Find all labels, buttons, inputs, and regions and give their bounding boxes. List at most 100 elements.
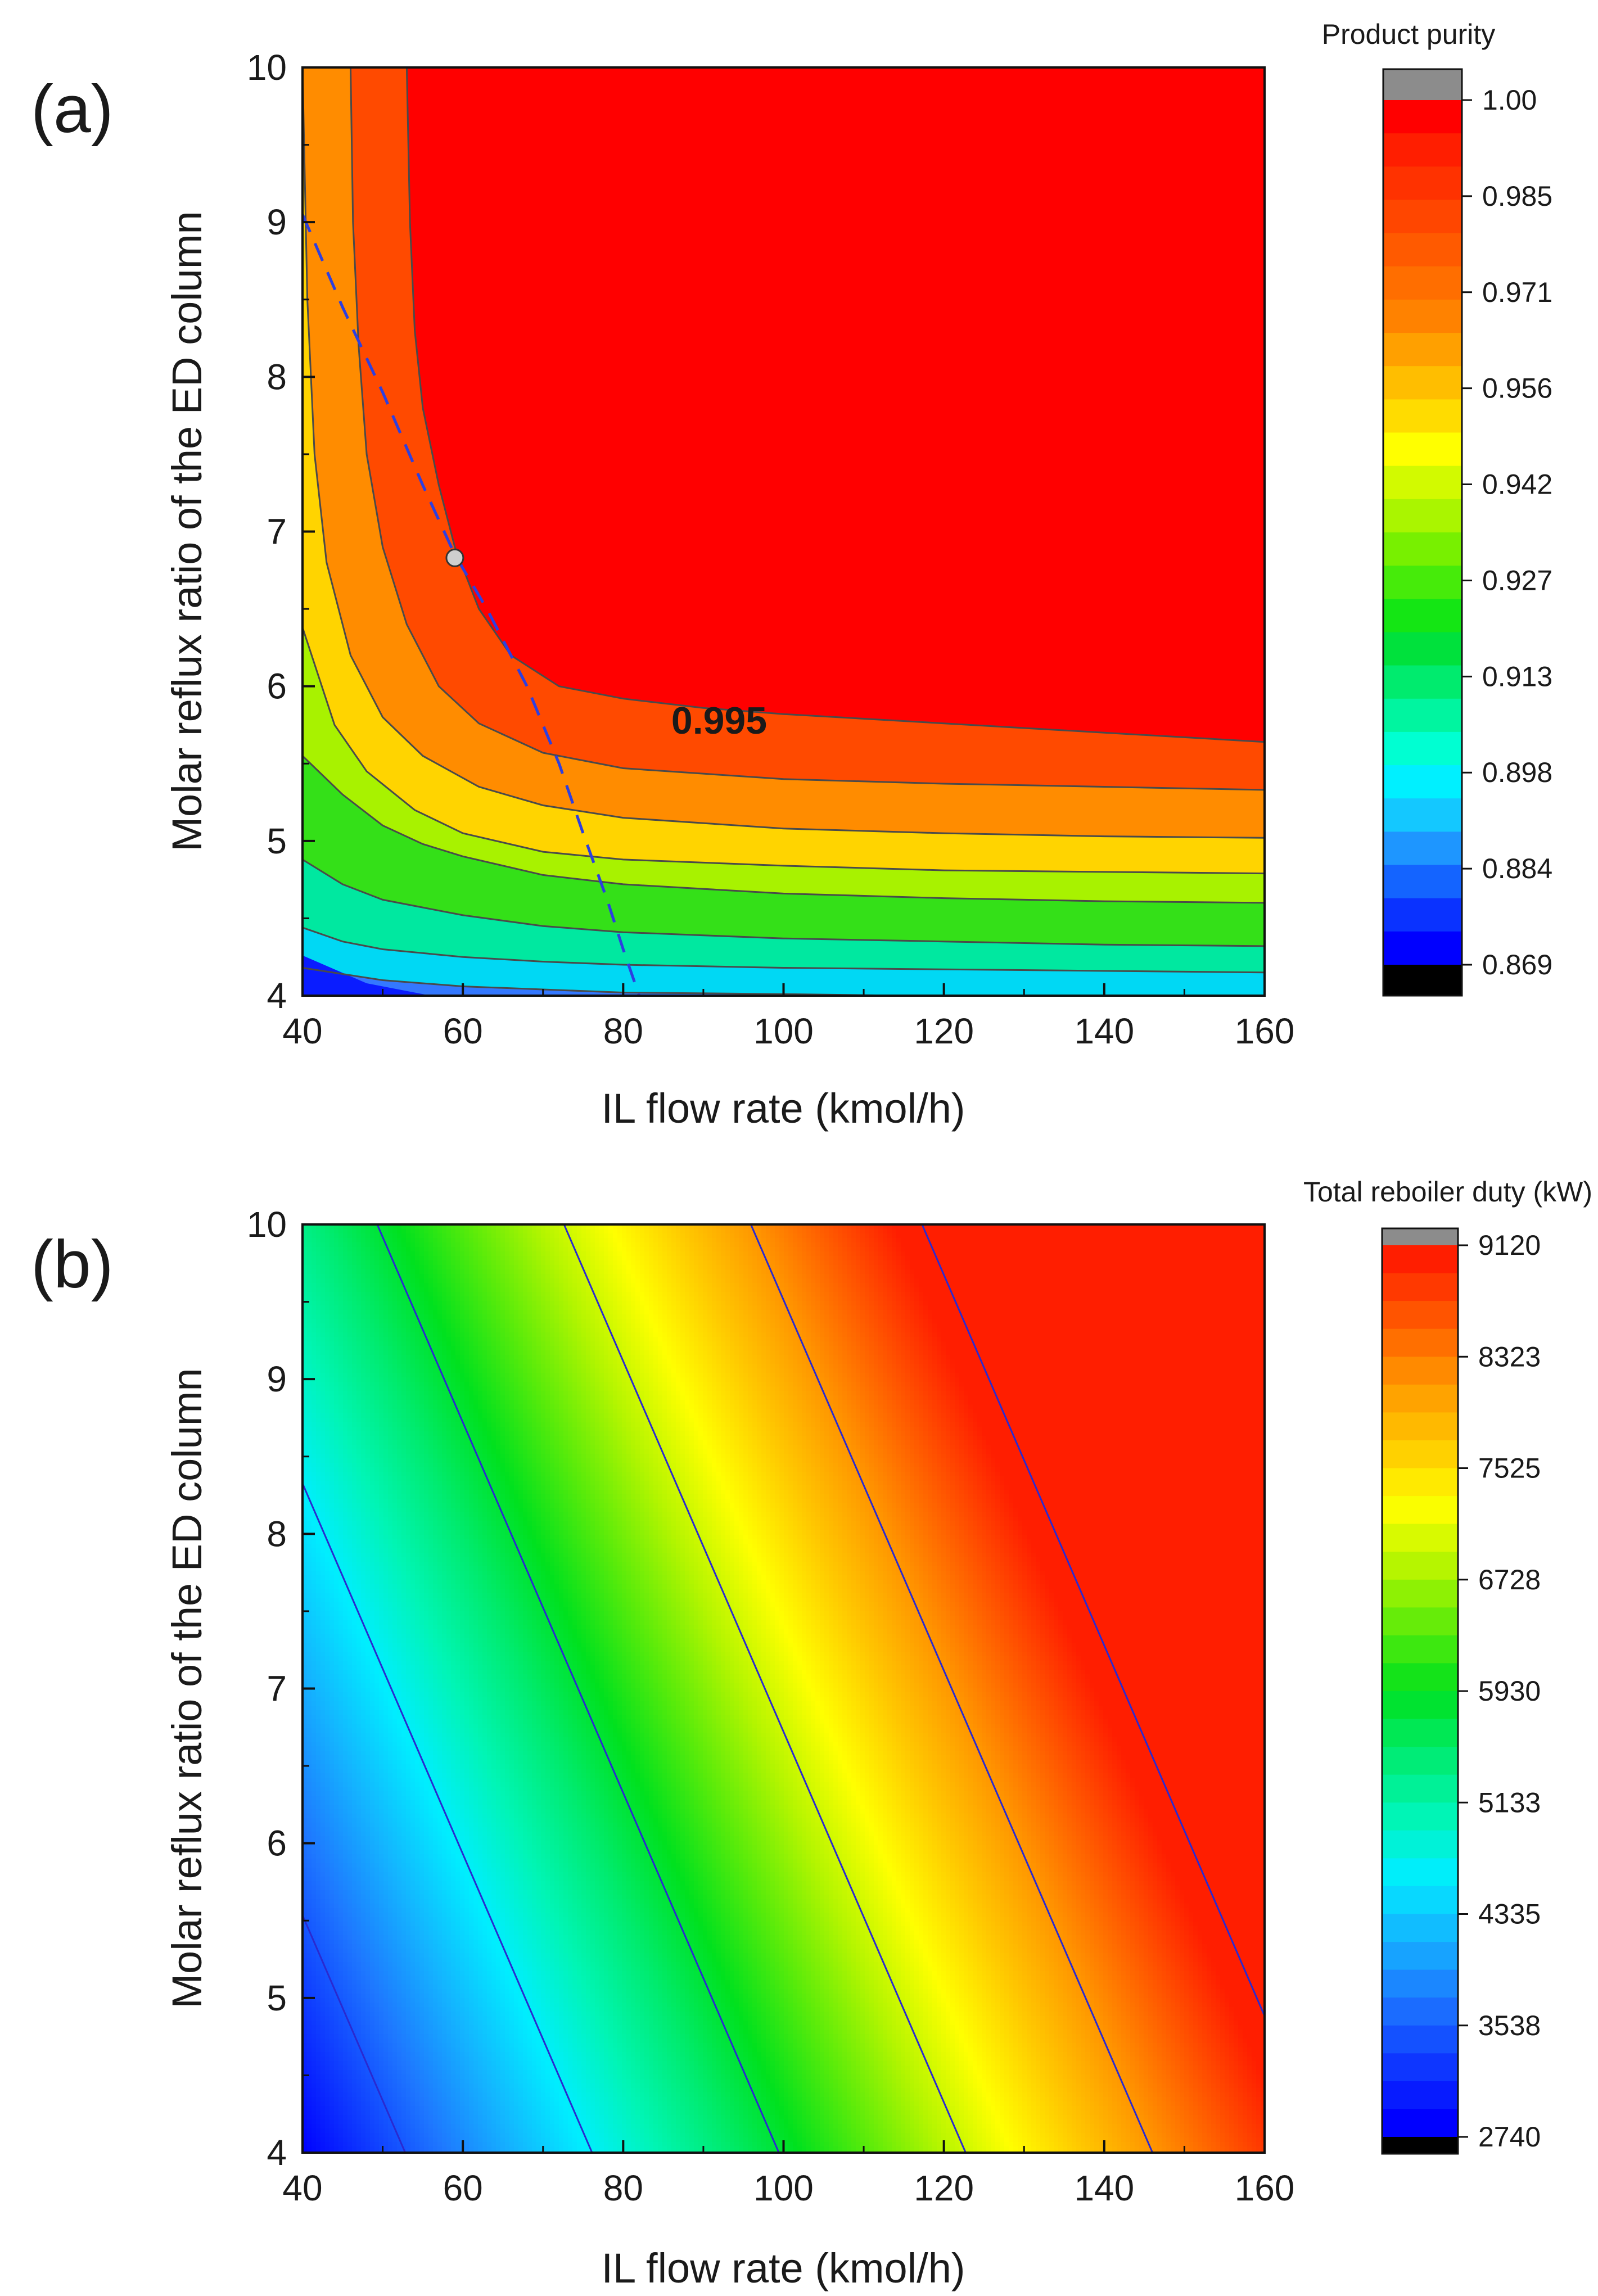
duty-cell (388, 1310, 393, 1315)
duty-cell (329, 2012, 335, 2017)
duty-cell (379, 2012, 384, 2017)
duty-cell (325, 1805, 330, 1810)
duty-cell (361, 1818, 366, 1823)
duty-cell (374, 1931, 380, 1936)
duty-cell (352, 1926, 357, 1931)
duty-cell (406, 1260, 411, 1265)
duty-cell (329, 1274, 335, 1279)
duty-cell (379, 1400, 384, 1405)
duty-cell (365, 1364, 371, 1369)
duty-cell (392, 1287, 398, 1292)
duty-cell (379, 1566, 384, 1571)
duty-cell (325, 1278, 330, 1283)
duty-cell (338, 1692, 344, 1697)
duty-cell (370, 1485, 375, 1490)
duty-cell (392, 1647, 398, 1652)
duty-cell (347, 1715, 353, 1720)
a-colorbar-band (1383, 865, 1462, 899)
duty-cell (338, 1670, 344, 1675)
duty-cell (338, 1908, 344, 1913)
duty-cell (303, 1602, 308, 1607)
duty-cell (316, 1917, 321, 1922)
duty-cell (370, 1773, 375, 1778)
duty-cell (325, 1647, 330, 1652)
duty-cell (316, 1940, 321, 1945)
duty-cell (338, 1616, 344, 1621)
duty-cell (374, 1472, 380, 1477)
duty-cell (334, 1323, 339, 1328)
duty-cell (329, 1602, 335, 1607)
duty-cell (312, 2106, 317, 2111)
duty-cell (347, 1620, 353, 1625)
duty-cell (352, 1845, 357, 1850)
duty-cell (343, 1607, 348, 1612)
duty-cell (388, 1791, 393, 1796)
duty-cell (374, 1355, 380, 1360)
duty-cell (325, 1904, 330, 1909)
duty-cell (406, 1724, 411, 1729)
duty-cell (303, 1386, 308, 1391)
duty-cell (338, 1836, 344, 1841)
duty-cell (397, 1854, 402, 1859)
duty-cell (365, 2106, 371, 2111)
duty-cell (347, 1346, 353, 1351)
duty-cell (379, 1953, 384, 1958)
duty-cell (334, 1674, 339, 1679)
duty-cell (352, 1656, 357, 1661)
duty-cell (401, 1463, 407, 1468)
duty-cell (379, 1926, 384, 1931)
duty-cell (325, 1800, 330, 1805)
duty-cell (383, 1944, 389, 1949)
duty-cell (379, 1949, 384, 1954)
duty-cell (401, 1386, 407, 1391)
duty-cell (401, 1683, 407, 1688)
duty-cell (338, 1742, 344, 1747)
duty-cell (347, 1935, 353, 1940)
duty-cell (307, 1976, 312, 1981)
duty-cell (392, 1994, 398, 1999)
duty-cell (397, 1737, 402, 1742)
duty-cell (392, 1656, 398, 1661)
colorbar-title-a: Product purity (1322, 19, 1495, 50)
duty-cell (397, 1535, 402, 1540)
duty-cell (338, 1791, 344, 1796)
duty-cell (325, 2137, 330, 2143)
duty-cell (347, 1895, 353, 1900)
duty-cell (361, 1724, 366, 1729)
duty-cell (347, 2142, 353, 2147)
duty-cell (379, 1823, 384, 1828)
duty-cell (343, 1310, 348, 1315)
duty-cell (361, 1800, 366, 1805)
duty-cell (329, 1715, 335, 1720)
duty-cell (392, 2039, 398, 2044)
duty-cell (312, 1422, 317, 1427)
duty-cell (347, 1602, 353, 1607)
duty-cell (334, 1386, 339, 1391)
duty-cell (329, 1616, 335, 1621)
duty-cell (365, 1530, 371, 1535)
duty-cell (334, 1530, 339, 1535)
duty-cell (338, 1710, 344, 1715)
duty-cell (320, 1823, 326, 1828)
duty-cell (352, 1575, 357, 1580)
duty-cell (312, 1458, 317, 1463)
duty-cell (361, 1751, 366, 1756)
duty-cell (316, 1431, 321, 1436)
duty-cell (347, 1872, 353, 1877)
duty-cell (325, 1382, 330, 1387)
duty-cell (307, 1728, 312, 1733)
duty-cell (338, 1274, 344, 1279)
duty-cell (303, 1548, 308, 1553)
duty-cell (320, 1778, 326, 1783)
duty-cell (379, 1850, 384, 1855)
duty-cell (397, 2101, 402, 2107)
duty-cell (307, 1413, 312, 1418)
duty-cell (401, 1634, 407, 1639)
duty-cell (356, 1719, 362, 1724)
duty-cell (347, 2066, 353, 2071)
duty-cell (320, 2061, 326, 2066)
duty-cell (352, 1625, 357, 1630)
duty-cell (392, 1616, 398, 1621)
duty-cell (374, 1391, 380, 1396)
duty-cell (365, 1467, 371, 1472)
